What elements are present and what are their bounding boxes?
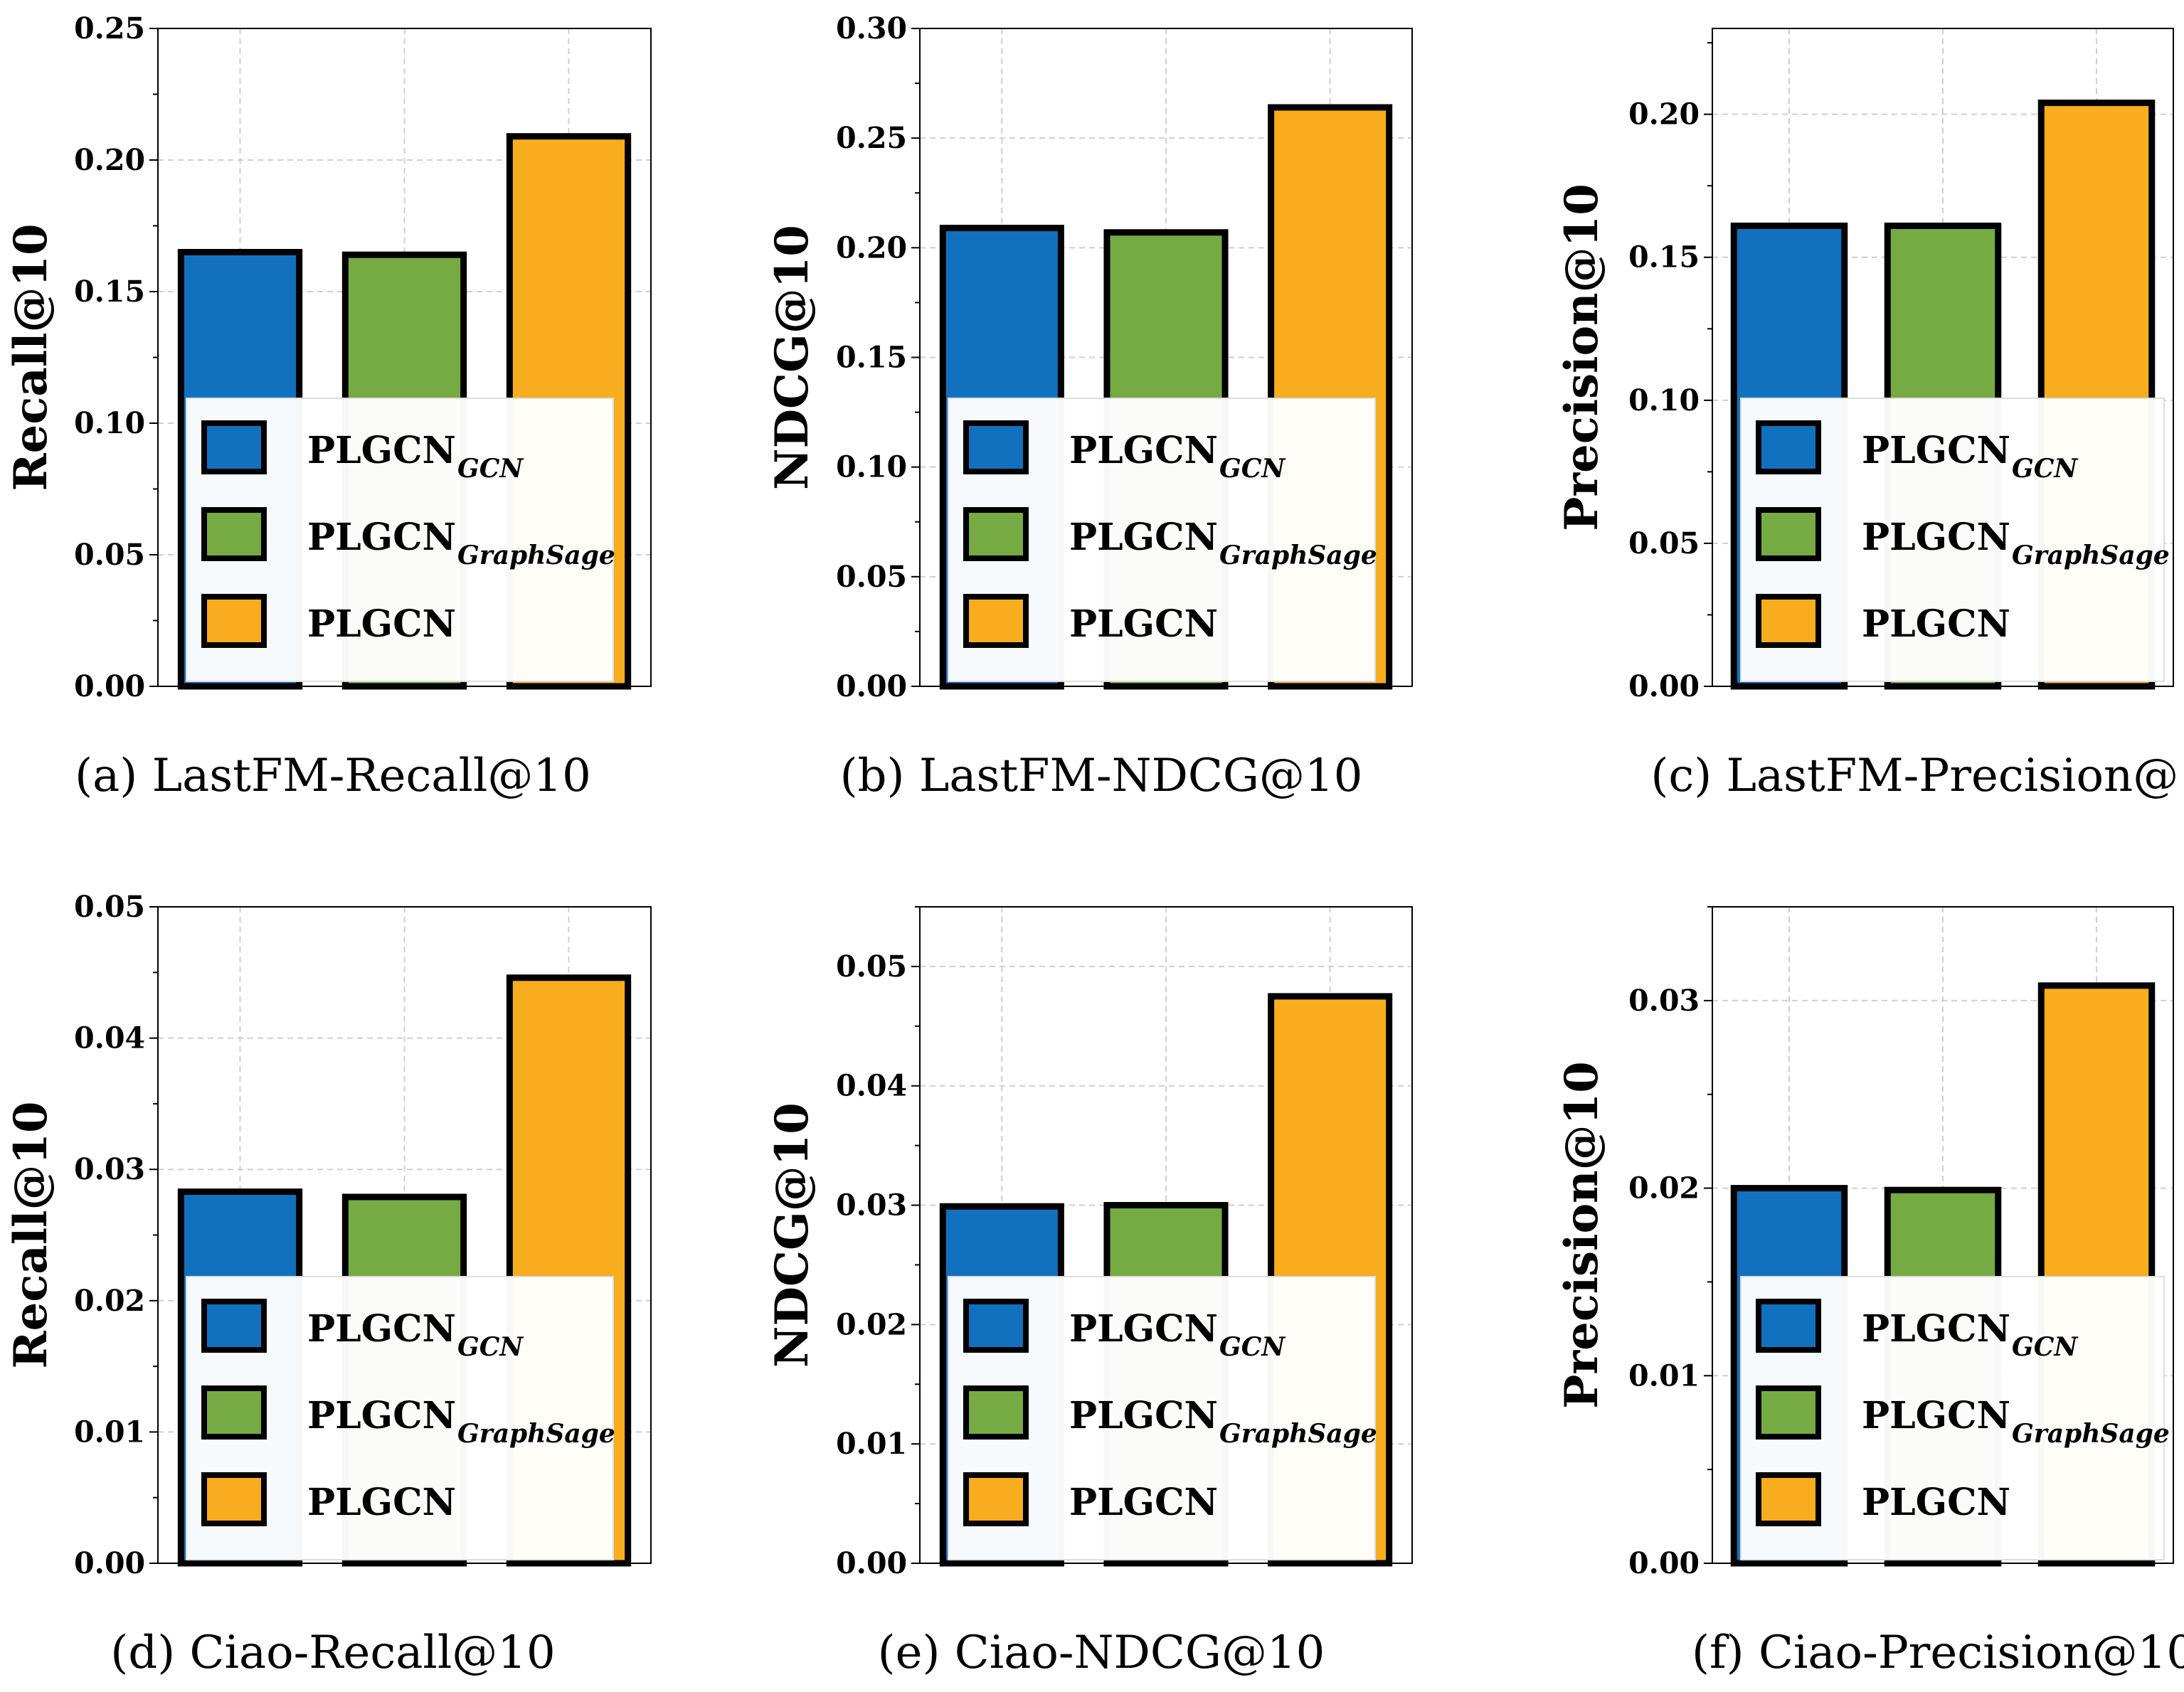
legend-entry-label: PLGCNGraphSage: [307, 1394, 615, 1449]
chart-panel-1: 0.00 0.05 0.10 0.15 0.20 0.25 Recall@10 PLGCNGC…: [4, 11, 652, 802]
legend-swatch: [1756, 594, 1821, 648]
y-tick-label: 0.15: [1628, 240, 1700, 275]
legend-entry-label: PLGCNGraphSage: [1862, 516, 2170, 570]
legend-entry-label: PLGCNGraphSage: [1069, 516, 1377, 570]
legend-swatch: [201, 594, 267, 648]
panel-caption: (e) Ciao-NDCG@10: [878, 1627, 1325, 1679]
legend-swatch: [1756, 1385, 1821, 1440]
legend-swatch: [201, 507, 267, 561]
y-axis-label: NDCG@10: [765, 225, 819, 490]
chart-panel-4: 0.00 0.01 0.02 0.03 0.04 0.05 Recall@10 PLGCNGC…: [4, 890, 652, 1679]
panel-caption: (b) LastFM-NDCG@10: [840, 750, 1363, 802]
y-axis-label: Recall@10: [4, 1101, 58, 1368]
legend-entry-label: PLGCN: [1862, 1481, 2010, 1524]
legend-swatch: [963, 1472, 1029, 1526]
y-tick-label: 0.02: [836, 1307, 907, 1341]
legend-entry-label: PLGCNGCN: [1069, 429, 1286, 484]
y-tick-label: 0.05: [1628, 526, 1700, 560]
panel-caption: (f) Ciao-Precision@10: [1692, 1627, 2184, 1679]
legend-entry-label: PLGCN: [307, 1481, 456, 1524]
y-tick-label: 0.00: [1628, 1546, 1700, 1580]
y-tick-label: 0.15: [836, 341, 907, 375]
y-tick-label: 0.02: [1628, 1171, 1700, 1206]
y-tick-label: 0.05: [836, 560, 907, 594]
y-axis-label: Recall@10: [4, 223, 58, 491]
y-axis-label: Precision@10: [1555, 183, 1608, 531]
y-tick-label: 0.25: [74, 11, 145, 46]
chart-panel-2: 0.00 0.05 0.10 0.15 0.20 0.25 0.30 NDCG@10 PLGCN…: [765, 11, 1413, 802]
legend-swatch: [201, 1472, 267, 1526]
panel-caption: (a) LastFM-Recall@10: [75, 750, 591, 802]
y-tick-label: 0.00: [836, 669, 907, 703]
legend-entry-label: PLGCNGCN: [1862, 429, 2079, 484]
legend-swatch: [963, 1385, 1029, 1440]
y-tick-label: 0.02: [74, 1284, 145, 1318]
legend-swatch: [1756, 420, 1821, 474]
legend-swatch: [963, 1299, 1029, 1353]
panel-caption: (c) LastFM-Precision@10: [1650, 750, 2184, 802]
panel-caption: (d) Ciao-Recall@10: [110, 1627, 555, 1679]
y-tick-label: 0.04: [74, 1021, 145, 1055]
legend-swatch: [201, 420, 267, 474]
y-tick-label: 0.15: [74, 275, 145, 309]
y-axis-label: NDCG@10: [765, 1102, 819, 1368]
y-tick-label: 0.01: [836, 1427, 907, 1461]
legend-entry-label: PLGCN: [307, 602, 456, 646]
legend-swatch: [1756, 1472, 1821, 1526]
y-tick-label: 0.03: [836, 1188, 907, 1223]
legend-entry-label: PLGCN: [1069, 602, 1218, 646]
plot-frame: [1712, 906, 2174, 1564]
chart-panel-6: 0.00 0.01 0.02 0.03 Precision@10 PLGCNGCN PLGC…: [1555, 906, 2184, 1679]
y-tick-label: 0.04: [836, 1069, 907, 1103]
legend-entry-label: PLGCNGraphSage: [307, 516, 615, 570]
chart-panel-3: 0.00 0.05 0.10 0.15 0.20 Precision@10 PLGCNGCN…: [1555, 28, 2184, 802]
legend-swatch: [1756, 507, 1821, 561]
legend-swatch: [963, 594, 1029, 648]
y-tick-label: 0.20: [1628, 97, 1700, 132]
y-tick-label: 0.05: [836, 949, 907, 984]
legend-swatch: [963, 507, 1029, 561]
y-tick-label: 0.01: [74, 1415, 145, 1449]
y-tick-label: 0.03: [74, 1152, 145, 1186]
legend-entry-label: PLGCNGCN: [1069, 1307, 1286, 1362]
y-tick-label: 0.05: [74, 890, 145, 924]
y-tick-label: 0.20: [74, 143, 145, 177]
legend-entry-label: PLGCNGCN: [307, 1307, 524, 1362]
y-tick-label: 0.01: [1628, 1358, 1700, 1393]
legend-swatch: [1756, 1299, 1821, 1353]
legend-entry-label: PLGCNGraphSage: [1862, 1394, 2170, 1449]
plot-frame: [1712, 28, 2174, 687]
legend-entry-label: PLGCN: [1862, 602, 2010, 646]
y-tick-label: 0.30: [836, 11, 907, 46]
y-tick-label: 0.00: [74, 1546, 145, 1580]
y-tick-label: 0.10: [836, 450, 907, 484]
y-tick-label: 0.10: [1628, 383, 1700, 417]
legend-entry-label: PLGCN: [1069, 1481, 1218, 1524]
legend-swatch: [963, 420, 1029, 474]
plot-frame: [919, 906, 1413, 1564]
y-tick-label: 0.05: [74, 538, 145, 572]
legend-swatch: [201, 1385, 267, 1440]
legend-swatch: [201, 1299, 267, 1353]
chart-panel-5: 0.00 0.01 0.02 0.03 0.04 0.05 NDCG@10 PLGCNGCN P…: [765, 906, 1413, 1679]
legend-entry-label: PLGCNGraphSage: [1069, 1394, 1377, 1449]
y-tick-label: 0.03: [1628, 984, 1700, 1018]
y-tick-label: 0.00: [74, 669, 145, 703]
y-tick-label: 0.00: [1628, 669, 1700, 703]
y-tick-label: 0.25: [836, 121, 907, 155]
legend-entry-label: PLGCNGCN: [307, 429, 524, 484]
legend-entry-label: PLGCNGCN: [1862, 1307, 2079, 1362]
y-tick-label: 0.10: [74, 406, 145, 440]
y-tick-label: 0.20: [836, 230, 907, 265]
y-tick-label: 0.00: [836, 1546, 907, 1580]
y-axis-label: Precision@10: [1555, 1061, 1608, 1408]
